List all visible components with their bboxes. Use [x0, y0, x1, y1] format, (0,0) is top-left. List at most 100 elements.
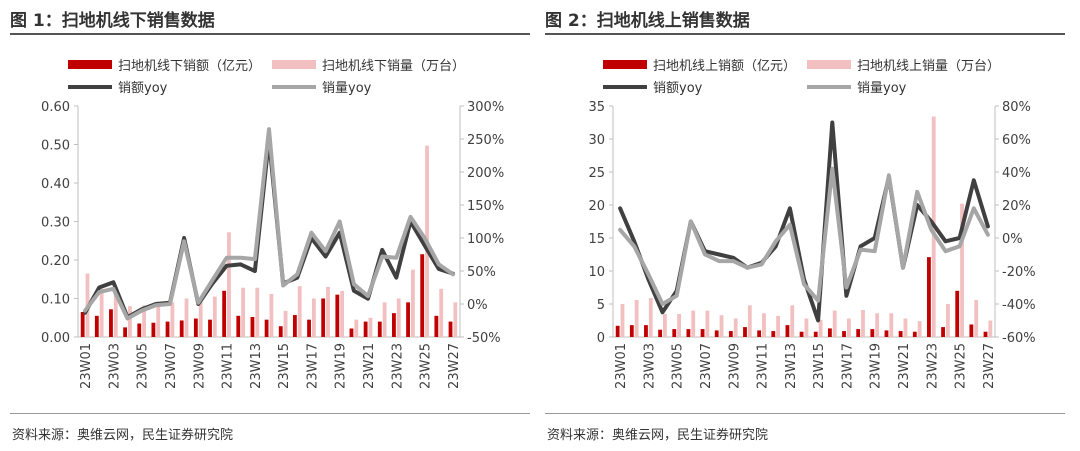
bar-23W01-volume: [620, 304, 625, 337]
x-tick-label: 23W15: [277, 343, 292, 389]
bar-23W13-sales: [250, 316, 255, 337]
x-tick-label: 23W09: [192, 343, 207, 389]
bar-23W02-sales: [629, 325, 634, 337]
y-left-tick-label: 0: [597, 331, 605, 346]
bar-23W02-sales: [94, 315, 99, 337]
legend-label-line1: 销额yoy: [118, 81, 168, 96]
x-tick-label: 23W07: [699, 343, 714, 389]
bar-23W02-volume: [634, 300, 639, 337]
bar-23W26-volume: [439, 288, 444, 337]
bar-23W09-volume: [733, 318, 738, 337]
legend-label-bar1: 扫地机线下销额（亿元）: [118, 59, 261, 74]
bar-23W15-volume: [283, 310, 288, 337]
x-tick-label: 23W19: [334, 343, 349, 389]
line-series-volume-yoy: [618, 166, 990, 306]
bar-23W22-volume: [917, 321, 922, 337]
bar-23W22-sales: [377, 321, 382, 337]
y-right-tick-label: 40%: [1002, 166, 1031, 181]
bar-23W05-sales: [137, 323, 142, 337]
y-left-tick-label: 30: [588, 133, 605, 148]
bar-23W24-volume: [945, 304, 950, 337]
bar-23W13-sales: [785, 325, 790, 337]
bar-23W10-volume: [212, 296, 217, 337]
chart-panel-2: 图 2：扫地机线上销售数据 扫地机线上销额（亿元） 扫地机线上销量（万台） 销额yo…: [545, 0, 1065, 451]
bar-23W10-sales: [743, 327, 747, 337]
bar-23W17-sales: [307, 319, 311, 337]
bar-23W06-volume: [156, 303, 161, 337]
legend-swatch-bar2: [272, 60, 316, 69]
y-right-tick-label: 0%: [1002, 232, 1023, 247]
bar-23W04-volume: [128, 306, 132, 337]
bar-23W02-volume: [99, 288, 104, 337]
bar-23W19-sales: [870, 329, 875, 337]
line-series-volume-yoy: [83, 127, 455, 321]
bar-23W24-sales: [406, 302, 410, 337]
bar-23W20-sales: [349, 328, 354, 337]
bar-23W17-volume: [311, 298, 316, 337]
bar-23W11-sales: [757, 330, 762, 337]
x-tick-label: 23W05: [671, 343, 686, 389]
bar-23W27-volume: [453, 302, 458, 337]
y-right-tick-label: -20%: [1002, 265, 1036, 280]
x-tick-label: 23W19: [869, 343, 884, 389]
legend-swatch-bar2: [807, 60, 851, 69]
bar-23W07-volume: [170, 302, 175, 337]
bar-23W19-sales: [335, 294, 340, 337]
bar-23W08-volume: [719, 315, 724, 337]
bar-23W25-volume: [960, 203, 964, 337]
y-left-tick-label: 10: [588, 265, 605, 280]
legend-label-line2: 销量yoy: [322, 81, 372, 96]
bar-23W17-sales: [842, 331, 846, 337]
bar-23W18-volume: [326, 286, 330, 337]
bar-23W21-volume: [903, 318, 908, 337]
bar-23W10-sales: [208, 319, 212, 337]
x-tick-label: 23W21: [897, 343, 912, 389]
bar-23W23-sales: [927, 257, 931, 337]
y-right-tick-label: 20%: [1002, 199, 1031, 214]
figure-title: 图 1：扫地机线下销售数据: [10, 11, 215, 31]
x-tick-label: 23W27: [447, 343, 462, 389]
legend: 扫地机线下销额（亿元） 扫地机线下销量（万台） 销额yoy 销量yoy: [68, 59, 465, 96]
bar-23W21-volume: [368, 317, 373, 337]
bar-23W11-volume: [227, 232, 231, 337]
legend-label-bar2: 扫地机线下销量（万台）: [322, 59, 465, 74]
line-series-sales-yoy: [83, 137, 455, 320]
bar-23W13-volume: [255, 287, 260, 337]
x-tick-label: 23W11: [221, 343, 236, 389]
bar-23W14-volume: [269, 293, 274, 337]
y-left-tick-label: 0.60: [41, 100, 70, 115]
bar-23W09-sales: [728, 331, 733, 337]
y-right-tick-label: 300%: [467, 100, 504, 115]
bar-23W14-volume: [804, 318, 809, 337]
bar-23W12-sales: [236, 315, 241, 337]
bar-23W22-sales: [912, 331, 917, 337]
y-right-tick-label: 250%: [467, 133, 504, 148]
bar-23W22-volume: [382, 302, 387, 337]
bar-23W27-sales: [983, 331, 988, 337]
y-right-tick-label: 50%: [467, 265, 496, 280]
x-tick-label: 23W17: [840, 343, 855, 389]
title-divider: [545, 33, 1065, 35]
bar-23W12-volume: [776, 315, 781, 337]
x-tick-label: 23W17: [305, 343, 320, 389]
x-tick-label: 23W03: [642, 343, 657, 389]
legend-label-line1: 销额yoy: [653, 81, 703, 96]
source-note: 资料来源：奥维云网，民生证券研究院: [547, 428, 769, 443]
bar-23W16-volume: [832, 310, 837, 337]
bar-23W06-sales: [686, 329, 691, 337]
legend-label-bar1: 扫地机线上销额（亿元）: [653, 59, 796, 74]
bar-23W21-sales: [363, 321, 368, 337]
bar-23W19-volume: [875, 313, 880, 337]
bar-23W04-sales: [123, 327, 128, 337]
y-left-tick-label: 0.50: [41, 139, 70, 154]
legend-swatch-bar1: [68, 60, 112, 69]
bar-23W20-sales: [884, 330, 889, 337]
bar-23W15-sales: [813, 331, 818, 337]
bar-23W25-sales: [420, 254, 425, 337]
y-left-tick-label: 25: [588, 166, 605, 181]
bar-23W12-volume: [241, 287, 246, 337]
bar-23W01-sales: [615, 325, 620, 337]
bar-23W08-sales: [714, 330, 719, 337]
offline-sales-chart: 扫地机线下销额（亿元） 扫地机线下销量（万台） 销额yoy 销量yoy 0.00 0.10…: [41, 59, 504, 389]
bar-23W05-volume: [142, 305, 146, 337]
